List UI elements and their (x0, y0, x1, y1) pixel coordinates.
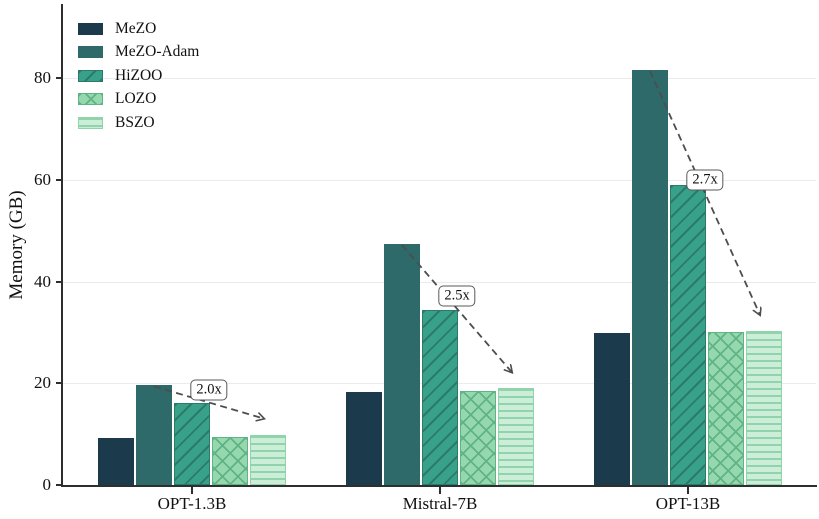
y-tick-label-0: 0 (42, 475, 52, 494)
legend-item-hizoo: HiZOO (78, 64, 199, 88)
bar-mezo-opt-1-3b (98, 438, 134, 485)
x-tick-label-opt-13b: OPT-13B (655, 494, 721, 513)
legend-item-mezo: MeZO (78, 17, 199, 41)
bar-lozo-mistral-7b (460, 390, 496, 485)
y-tick-80 (56, 77, 63, 80)
legend-label-bszo: BSZO (115, 113, 155, 131)
legend-label-mezo: MeZO (115, 19, 157, 37)
x-tick-mistral-7b (439, 487, 441, 494)
x-tick-opt-13b (687, 487, 689, 494)
bar-hizoo-mistral-7b (422, 310, 458, 485)
legend-label-mezo-adam: MeZO-Adam (115, 43, 200, 61)
legend-swatch-lozo-icon (78, 93, 103, 106)
legend-swatch-hizoo-icon (78, 69, 103, 82)
y-tick-label-80: 80 (34, 68, 51, 88)
bar-mezo-mistral-7b (346, 392, 382, 485)
bar-bszo-mistral-7b (498, 388, 534, 485)
legend-swatch-mezo-adam-icon (78, 46, 103, 59)
bar-mezo-adam-opt-13b (632, 70, 668, 485)
bar-mezo-adam-opt-1-3b (136, 385, 172, 485)
legend-label-hizoo: HiZOO (115, 66, 163, 84)
bar-hizoo-opt-1-3b (174, 403, 210, 485)
bar-bszo-opt-1-3b (250, 434, 286, 485)
speedup-label-opt-1-3b: 2.0x (190, 379, 228, 400)
legend-swatch-mezo-icon (78, 22, 103, 35)
y-tick-60 (56, 179, 63, 181)
y-tick-label-60: 60 (34, 170, 51, 189)
bar-lozo-opt-1-3b (212, 437, 248, 485)
legend: MeZO MeZO-Adam HiZOO LOZO BSZO (78, 17, 199, 135)
x-axis-spine (61, 485, 817, 487)
x-tick-label-opt-1-3b: OPT-1.3B (157, 494, 227, 513)
gridline-60 (63, 180, 816, 181)
bar-hizoo-opt-13b (670, 185, 706, 485)
y-tick-20 (56, 382, 63, 385)
speedup-label-mistral-7b: 2.5x (438, 285, 476, 307)
bar-lozo-opt-13b (708, 332, 744, 485)
legend-swatch-bszo-icon (78, 116, 103, 129)
bar-bszo-opt-13b (746, 331, 782, 485)
legend-item-mezo-adam: MeZO-Adam (78, 41, 199, 65)
x-tick-opt-1-3b (191, 487, 193, 494)
y-tick-label-20: 20 (34, 373, 51, 393)
legend-label-lozo: LOZO (115, 90, 157, 108)
legend-item-lozo: LOZO (78, 88, 199, 112)
x-tick-label-mistral-7b: Mistral-7B (402, 494, 478, 513)
y-tick-40 (56, 280, 63, 283)
y-axis-spine (61, 4, 63, 487)
legend-item-bszo: BSZO (78, 111, 199, 135)
y-tick-label-40: 40 (34, 271, 51, 291)
y-tick-0 (56, 484, 63, 486)
bar-mezo-adam-mistral-7b (384, 244, 420, 485)
gridline-80 (63, 78, 816, 80)
speedup-label-opt-13b: 2.7x (686, 169, 724, 191)
bar-mezo-opt-13b (594, 333, 630, 485)
